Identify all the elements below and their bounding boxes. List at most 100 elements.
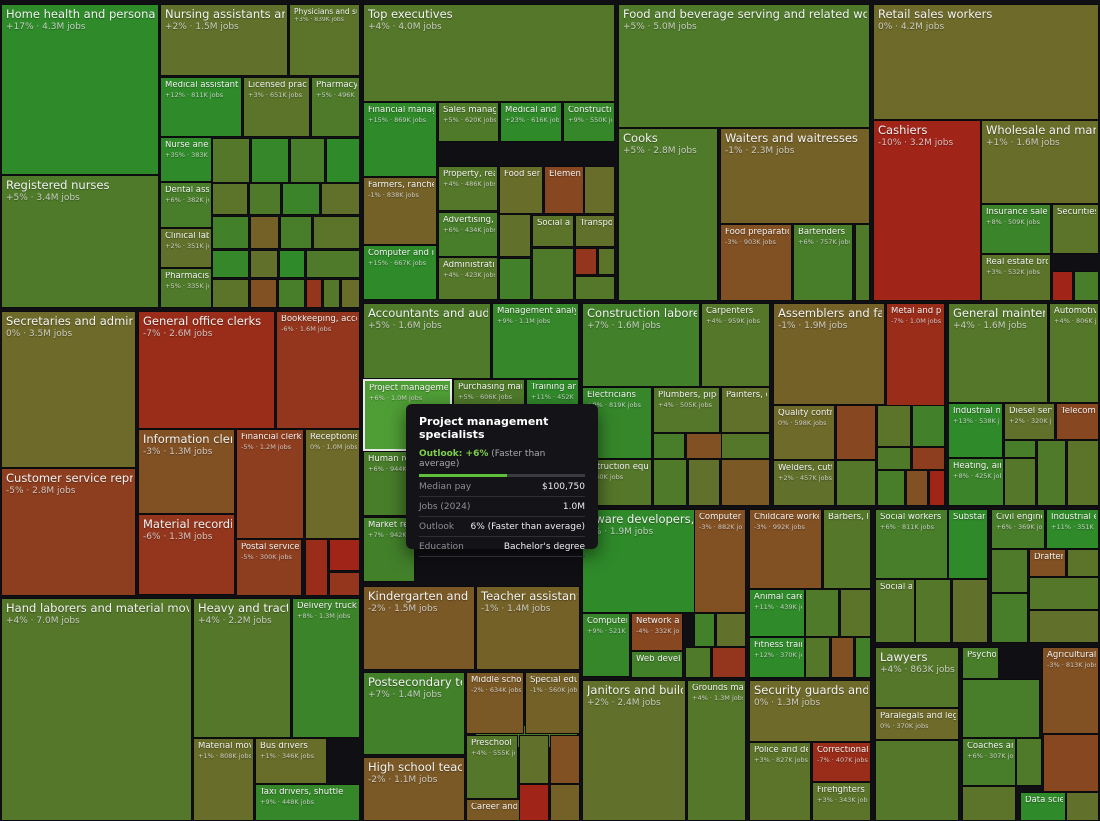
treemap-cell[interactable]: Construction laborers a+7% · 1.6M jobs bbox=[582, 303, 700, 387]
treemap-cell[interactable]: Social and bbox=[875, 579, 915, 643]
treemap-cell-minor[interactable] bbox=[329, 539, 360, 571]
treemap-cell-minor[interactable] bbox=[598, 248, 615, 275]
treemap-cell-minor[interactable] bbox=[499, 214, 531, 257]
treemap-cell[interactable]: Middle school te-2% · 634K jobs bbox=[466, 672, 524, 734]
treemap-cell-minor[interactable] bbox=[280, 216, 312, 249]
treemap-cell-minor[interactable] bbox=[1029, 577, 1099, 610]
treemap-cell[interactable]: Diesel service+2% · 320K jobs bbox=[1004, 403, 1055, 440]
treemap-cell[interactable]: Painters, con bbox=[721, 387, 770, 433]
treemap-cell-minor[interactable] bbox=[877, 470, 905, 506]
treemap-cell-minor[interactable] bbox=[519, 735, 549, 784]
treemap-cell[interactable]: Data scienti bbox=[1020, 792, 1066, 821]
treemap-cell[interactable]: Career and tec bbox=[466, 799, 520, 821]
treemap-cell[interactable]: Secretaries and administrat0% · 3.5M job… bbox=[1, 311, 136, 468]
treemap-cell[interactable]: Physicians and surgeons+3% · 839K jobs bbox=[289, 4, 360, 76]
treemap-cell[interactable]: Childcare workers-3% · 992K jobs bbox=[749, 509, 822, 589]
treemap-cell[interactable]: Wholesale and manufac+1% · 1.6M jobs bbox=[981, 120, 1099, 204]
treemap-cell[interactable]: Insurance sales age+8% · 509K jobs bbox=[981, 204, 1051, 254]
treemap-cell[interactable]: Material moving+1% · 808K jobs bbox=[193, 738, 254, 821]
treemap-cell[interactable]: Assemblers and fabric-1% · 1.9M jobs bbox=[773, 303, 885, 405]
treemap-cell[interactable]: Management analys +9% · 1.1M jobs bbox=[492, 303, 579, 379]
treemap-cell[interactable]: Transport bbox=[575, 215, 615, 247]
treemap-cell-minor[interactable] bbox=[805, 589, 839, 637]
treemap-cell[interactable]: General office clerks -7% · 2.6M jobs bbox=[138, 311, 275, 429]
treemap-cell-minor[interactable] bbox=[212, 138, 250, 183]
treemap-cell-minor[interactable] bbox=[685, 647, 711, 678]
treemap-cell[interactable]: Securities, c bbox=[1052, 204, 1099, 254]
treemap-cell-minor[interactable] bbox=[962, 786, 1016, 821]
treemap-cell-minor[interactable] bbox=[694, 613, 715, 647]
treemap-cell-minor[interactable] bbox=[249, 183, 281, 215]
treemap-cell[interactable]: Postal service -5% · 300K jobs bbox=[236, 539, 302, 596]
treemap-cell-minor[interactable] bbox=[550, 784, 580, 821]
treemap-cell[interactable]: Top executives +4% · 4.0M jobs bbox=[363, 4, 615, 102]
treemap-cell[interactable]: Social workers +6% · 811K jobs bbox=[875, 509, 948, 579]
treemap-cell[interactable]: Web develop bbox=[631, 651, 683, 678]
treemap-cell[interactable]: Animal care an+11% · 439K jobs bbox=[749, 589, 805, 637]
treemap-cell[interactable]: Drafters bbox=[1029, 549, 1066, 577]
treemap-cell[interactable]: Market re+7% · 942K jobs bbox=[363, 517, 415, 582]
treemap-cell[interactable]: Delivery truck driv+8% · 1.3M jobs bbox=[292, 598, 360, 738]
treemap-cell-minor[interactable] bbox=[341, 279, 360, 308]
treemap-cell-minor[interactable] bbox=[855, 637, 871, 678]
treemap-cell[interactable]: Licensed practical+3% · 651K jobs bbox=[243, 77, 310, 137]
treemap-cell-minor[interactable] bbox=[653, 433, 685, 459]
treemap-cell[interactable]: Medical assistants +12% · 811K jobs bbox=[160, 77, 242, 137]
treemap-cell-minor[interactable] bbox=[1016, 738, 1042, 786]
treemap-cell[interactable]: Administrative s+4% · 423K jobs bbox=[438, 257, 498, 300]
treemap-cell-minor[interactable] bbox=[519, 784, 549, 821]
treemap-cell[interactable]: Industrial engi+11% · 351K jobs bbox=[1046, 509, 1099, 549]
treemap-cell[interactable]: Carpenters +4% · 959K jobs bbox=[701, 303, 770, 387]
treemap-cell[interactable]: Teacher assistants -1% · 1.4M jobs bbox=[476, 586, 580, 670]
treemap-cell-minor[interactable] bbox=[1067, 549, 1099, 577]
treemap-cell[interactable]: Pharmacists+5% · 335K jobs bbox=[160, 268, 212, 308]
treemap-cell[interactable]: Taxi drivers, shuttle +9% · 448K jobs bbox=[255, 784, 360, 821]
treemap-cell[interactable]: Elementar bbox=[544, 166, 584, 214]
treemap-cell[interactable]: Police and detec+3% · 827K jobs bbox=[749, 742, 811, 821]
treemap-cell-minor[interactable] bbox=[282, 183, 320, 215]
treemap-cell[interactable]: Financial clerks -5% · 1.2M jobs bbox=[236, 429, 304, 539]
treemap-cell-minor[interactable] bbox=[962, 679, 1040, 738]
treemap-cell[interactable]: Lawyers +4% · 863K jobs bbox=[875, 647, 959, 708]
treemap-cell[interactable]: Welders, cutters,+2% · 457K jobs bbox=[773, 460, 835, 506]
treemap-cell[interactable]: Security guards and gam0% · 1.3M jobs bbox=[749, 680, 871, 742]
treemap-cell[interactable]: Cashiers -10% · 3.2M jobs bbox=[873, 120, 981, 301]
treemap-cell[interactable]: Waiters and waitresses -1% · 2.3M jobs bbox=[720, 128, 870, 224]
treemap-cell[interactable]: Social and bbox=[532, 215, 574, 247]
treemap-cell-minor[interactable] bbox=[251, 138, 289, 183]
treemap-cell-minor[interactable] bbox=[329, 572, 360, 596]
treemap-cell[interactable]: Nursing assistants and orderlies+2% · 1.… bbox=[160, 4, 288, 76]
treemap-cell[interactable]: Agricultural wo-3% · 813K jobs bbox=[1042, 647, 1099, 734]
treemap-cell-minor[interactable] bbox=[278, 279, 305, 308]
treemap-cell-minor[interactable] bbox=[1004, 458, 1036, 506]
treemap-cell[interactable]: Network and-4% · 332K jobs bbox=[631, 613, 683, 651]
treemap-cell-minor[interactable] bbox=[721, 459, 770, 506]
treemap-cell-minor[interactable] bbox=[250, 279, 277, 308]
treemap-cell[interactable]: Clinical labora+2% · 351K jobs bbox=[160, 228, 212, 268]
treemap-cell-minor[interactable] bbox=[1074, 271, 1099, 301]
treemap-cell-minor[interactable] bbox=[688, 459, 720, 506]
treemap-cell-minor[interactable] bbox=[991, 593, 1028, 643]
treemap-cell[interactable]: Automotive+4% · 806K jobs bbox=[1049, 303, 1099, 403]
treemap-cell-minor[interactable] bbox=[686, 433, 723, 459]
treemap-cell-minor[interactable] bbox=[906, 470, 928, 506]
treemap-cell[interactable]: Janitors and building+2% · 2.4M jobs bbox=[582, 680, 686, 821]
treemap-cell-minor[interactable] bbox=[212, 216, 249, 249]
treemap-cell[interactable]: Food servic bbox=[499, 166, 543, 214]
treemap-cell[interactable]: Industrial mach+13% · 538K jobs bbox=[948, 403, 1003, 458]
treemap-cell[interactable]: Substance bbox=[948, 509, 988, 579]
treemap-cell[interactable]: Hand laborers and material movers+4% · 7… bbox=[1, 598, 192, 821]
treemap-cell[interactable]: Firefighters +3% · 343K jobs bbox=[812, 782, 871, 821]
treemap-cell[interactable]: Plumbers, pipefitte+4% · 505K jobs bbox=[653, 387, 720, 433]
treemap-cell-minor[interactable] bbox=[912, 405, 945, 447]
treemap-cell[interactable]: Farmers, ranchers, a-1% · 838K jobs bbox=[363, 177, 437, 245]
treemap-cell[interactable]: Receptionists0% · 1.0M jobs bbox=[305, 429, 360, 539]
treemap-cell-minor[interactable] bbox=[290, 138, 325, 183]
treemap-cell[interactable]: General maintenanc+4% · 1.6M jobs bbox=[948, 303, 1048, 403]
treemap-cell[interactable]: Computer sup-3% · 882K jobs bbox=[694, 509, 746, 613]
treemap-cell-minor[interactable] bbox=[212, 279, 249, 308]
treemap-cell-minor[interactable] bbox=[306, 279, 322, 308]
treemap-cell[interactable]: Advertising, pro+6% · 434K jobs bbox=[438, 212, 498, 257]
treemap-cell[interactable]: Barbers, hair bbox=[823, 509, 871, 589]
treemap-cell-minor[interactable] bbox=[250, 216, 279, 249]
